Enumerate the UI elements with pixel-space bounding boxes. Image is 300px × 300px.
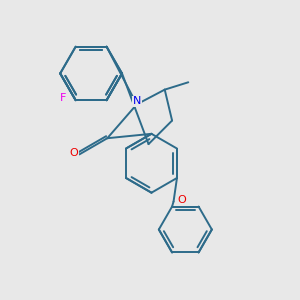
Text: F: F xyxy=(60,93,67,103)
Text: O: O xyxy=(177,195,186,205)
Text: O: O xyxy=(70,148,78,158)
Text: N: N xyxy=(133,96,141,106)
